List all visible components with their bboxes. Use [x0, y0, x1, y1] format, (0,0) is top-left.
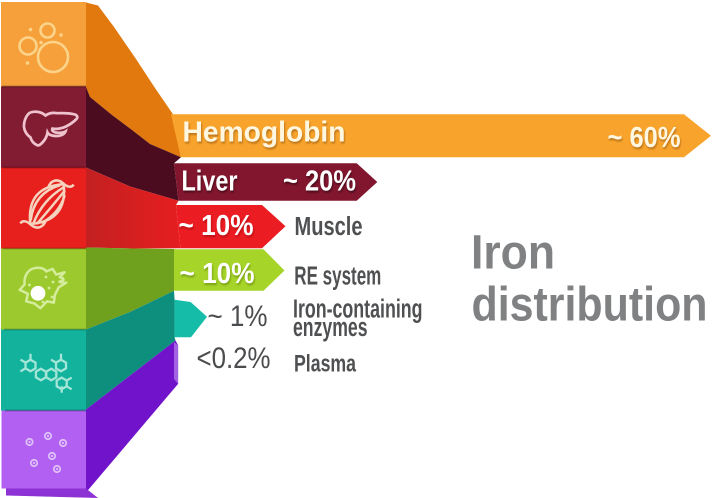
svg-text:Liver: Liver	[182, 166, 238, 198]
svg-text:~ 10%: ~ 10%	[180, 258, 255, 290]
svg-text:enzymes: enzymes	[293, 314, 368, 342]
svg-text:~ 10%: ~ 10%	[179, 210, 254, 242]
svg-text:Muscle: Muscle	[295, 213, 363, 241]
svg-text:Iron-containing: Iron-containing	[293, 296, 423, 324]
svg-text:~ 20%: ~ 20%	[283, 166, 356, 198]
svg-text:Iron: Iron	[471, 227, 555, 280]
svg-text:~ 1%: ~ 1%	[208, 300, 268, 333]
svg-text:RE system: RE system	[294, 263, 381, 291]
svg-text:Plasma: Plasma	[294, 351, 356, 378]
svg-text:Hemoglobin: Hemoglobin	[183, 117, 346, 149]
svg-text:distribution: distribution	[472, 278, 708, 331]
svg-text:<0.2%: <0.2%	[197, 342, 271, 375]
svg-text:~ 60%: ~ 60%	[608, 122, 681, 154]
